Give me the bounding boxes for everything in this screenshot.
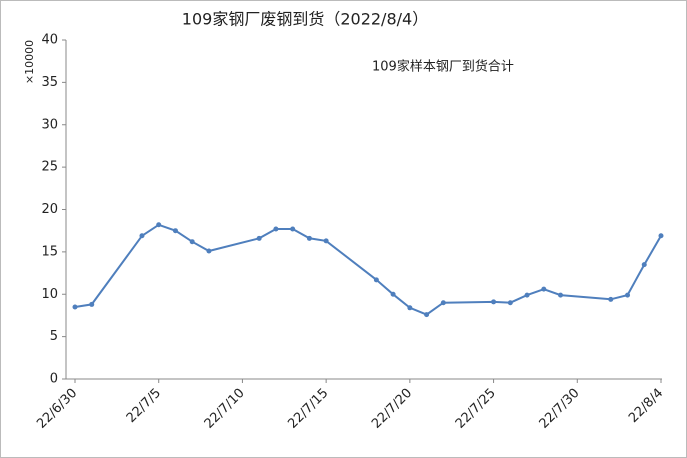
series-line [74,223,662,316]
point [390,291,396,297]
legend-label: 109家样本钢厂到货合计 [372,59,514,75]
point [89,301,95,307]
point [139,233,145,239]
y-tick-label: 30 [41,117,58,132]
point [424,312,430,318]
point [407,305,413,311]
point [290,226,296,232]
y-tick-label: 0 [50,372,58,387]
y-tick-label: 10 [41,287,58,302]
chart-title: 109家钢厂废钢到货（2022/8/4） [182,10,428,29]
point [206,248,212,254]
y-tick-label: 15 [41,244,58,259]
y-tick-label: 5 [50,329,58,344]
point [608,296,614,302]
point [541,286,547,292]
point [625,292,631,298]
y-tick-label: 40 [41,33,58,48]
y-tick-label: 35 [41,75,58,90]
point [172,228,178,234]
point [323,238,329,244]
point [440,300,446,306]
y-tick-label: 20 [41,202,58,217]
point [373,277,379,283]
point [273,226,279,232]
point [507,300,513,306]
y-tick-label: 25 [41,160,58,175]
point [641,262,647,268]
point [524,292,530,298]
point [558,292,564,298]
point [306,235,312,241]
point [491,299,497,305]
point [189,239,195,245]
y-unit: ×10000 [23,40,36,84]
point [72,304,78,310]
point [658,233,664,239]
point [256,235,262,241]
point [156,222,162,228]
